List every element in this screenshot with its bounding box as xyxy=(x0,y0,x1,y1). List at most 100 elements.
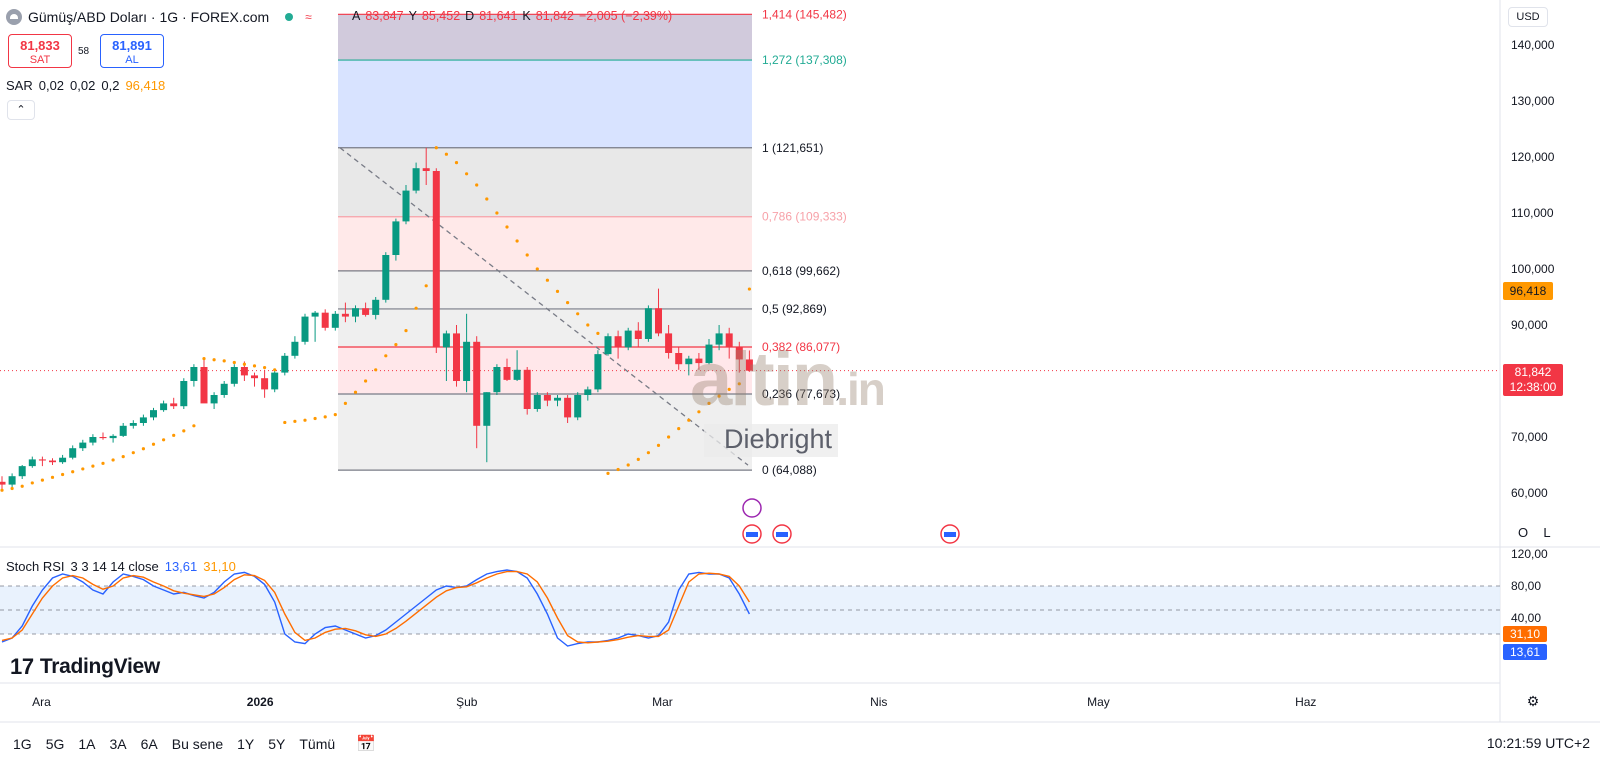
candle-body xyxy=(634,330,642,339)
stoch-d-line xyxy=(1,570,750,644)
log-scale-button[interactable]: O xyxy=(1517,525,1529,540)
ohlc-values: A 83,847 Y 85,452 D 81,641 K 81,842 −2,005 (… xyxy=(352,9,672,23)
flag-stripe xyxy=(944,532,956,537)
sar-dot xyxy=(576,312,580,316)
range-ytd[interactable]: Bu sene xyxy=(171,735,224,752)
sar-dot xyxy=(91,464,95,468)
fib-level-label: 0,382 (86,077) xyxy=(762,340,840,354)
sar-dot xyxy=(81,467,85,471)
candle-body xyxy=(453,333,460,381)
stoch-rsi-legend[interactable]: Stoch RSI 3 3 14 14 close 13,61 31,10 xyxy=(6,559,236,574)
candle-body xyxy=(0,481,6,485)
candle-body xyxy=(230,367,238,384)
buy-price: 81,891 xyxy=(112,38,152,53)
candle-body xyxy=(220,383,228,395)
ohlc-close: 81,842 xyxy=(535,9,574,23)
candle-body xyxy=(392,221,400,255)
sar-dot xyxy=(71,470,75,474)
sar-dot xyxy=(323,415,327,419)
fib-level-label: 0,5 (92,869) xyxy=(762,302,827,316)
market-status-icon xyxy=(285,13,294,21)
range-3m[interactable]: 3A xyxy=(109,735,127,752)
sar-dot xyxy=(273,368,277,372)
price-tick-label: 120,000 xyxy=(1511,150,1555,164)
clock[interactable]: 10:21:59 UTC+2 xyxy=(1486,735,1590,751)
ohlc-change: −2,005 (−2,39%) xyxy=(579,9,673,23)
range-5y[interactable]: 5Y xyxy=(268,735,286,752)
candle-body xyxy=(543,395,551,401)
price-tick-label: 60,000 xyxy=(1511,486,1548,500)
range-6m[interactable]: 6A xyxy=(140,735,158,752)
price-tick-label: 70,000 xyxy=(1511,430,1548,444)
candle-body xyxy=(150,410,157,418)
candle-body xyxy=(99,437,107,439)
candle-body xyxy=(240,367,248,376)
sar-dot xyxy=(374,368,378,372)
sar-dot xyxy=(172,433,176,437)
range-1d[interactable]: 1G xyxy=(13,735,32,752)
sar-dot xyxy=(515,239,519,243)
range-all[interactable]: Tümü xyxy=(299,735,336,752)
candle-body xyxy=(523,369,531,409)
sar-dot xyxy=(525,253,529,257)
sell-price: 81,833 xyxy=(20,38,60,53)
sar-dot xyxy=(61,472,65,477)
range-5d[interactable]: 5G xyxy=(45,735,65,752)
sar-dot xyxy=(687,418,691,422)
candle-body xyxy=(644,308,652,339)
date-range-icon[interactable]: 📅 xyxy=(356,735,377,753)
tradingview-logo[interactable]: 17 TradingView xyxy=(10,654,160,680)
sar-dot xyxy=(40,478,45,482)
sar-dot xyxy=(454,161,459,165)
sar-dot xyxy=(293,419,297,423)
sar-dot xyxy=(697,410,701,414)
stoch-tick-label: 80,00 xyxy=(1511,579,1541,593)
sar-dot xyxy=(485,197,489,201)
collapse-legend-button[interactable]: ⌃ xyxy=(7,100,35,120)
sar-dot xyxy=(212,358,216,362)
settings-icon[interactable]: ⚙ xyxy=(1526,693,1540,709)
candle-body xyxy=(675,353,683,365)
sar-dot xyxy=(727,387,731,391)
sar-dot xyxy=(707,401,711,405)
candle-body xyxy=(139,417,147,423)
time-tick-label: Ara xyxy=(32,695,51,709)
currency-button[interactable]: USD xyxy=(1508,7,1548,27)
dividend-event-icon xyxy=(742,498,762,518)
linear-scale-button[interactable]: L xyxy=(1543,525,1551,540)
symbol-title: Gümüş/ABD Doları · 1G · FOREX.com xyxy=(28,9,270,25)
sar-dot xyxy=(394,343,398,347)
sar-dot xyxy=(586,323,590,327)
candle-body xyxy=(705,344,713,364)
range-1y[interactable]: 1Y xyxy=(237,735,255,752)
stoch-k-badge: 13,61 xyxy=(1503,644,1547,660)
sar-dot xyxy=(384,354,388,358)
sar-dot xyxy=(626,463,630,467)
candle-body xyxy=(402,190,410,222)
range-1m[interactable]: 1A xyxy=(78,735,96,752)
sar-dot xyxy=(747,287,752,291)
buy-button[interactable]: 81,891 AL xyxy=(100,34,164,68)
sar-dot xyxy=(404,329,408,333)
candle-body xyxy=(584,389,592,395)
time-tick-label: Nis xyxy=(870,695,887,709)
sar-dot xyxy=(606,471,610,475)
sar-dot xyxy=(353,390,358,394)
sar-price-badge: 96,418 xyxy=(1503,282,1553,300)
candle-body xyxy=(442,333,450,348)
symbol-legend[interactable]: Gümüş/ABD Doları · 1G · FOREX.com ≈ xyxy=(6,7,312,27)
candle-body xyxy=(685,358,693,365)
sar-indicator-legend[interactable]: SAR 0,02 0,02 0,2 96,418 xyxy=(6,78,165,93)
flag-stripe xyxy=(776,532,788,537)
last-price: 81,842 xyxy=(1514,365,1552,379)
candle-body xyxy=(210,395,218,404)
candle-body xyxy=(331,313,339,328)
candle-body xyxy=(382,255,390,300)
sar-dot xyxy=(303,418,307,422)
candle-body xyxy=(513,369,521,380)
stoch-d-badge: 31,10 xyxy=(1503,626,1547,642)
price-tick-label: 100,000 xyxy=(1511,262,1555,276)
sar-dot xyxy=(242,362,246,366)
sell-button[interactable]: 81,833 SAT xyxy=(8,34,72,68)
